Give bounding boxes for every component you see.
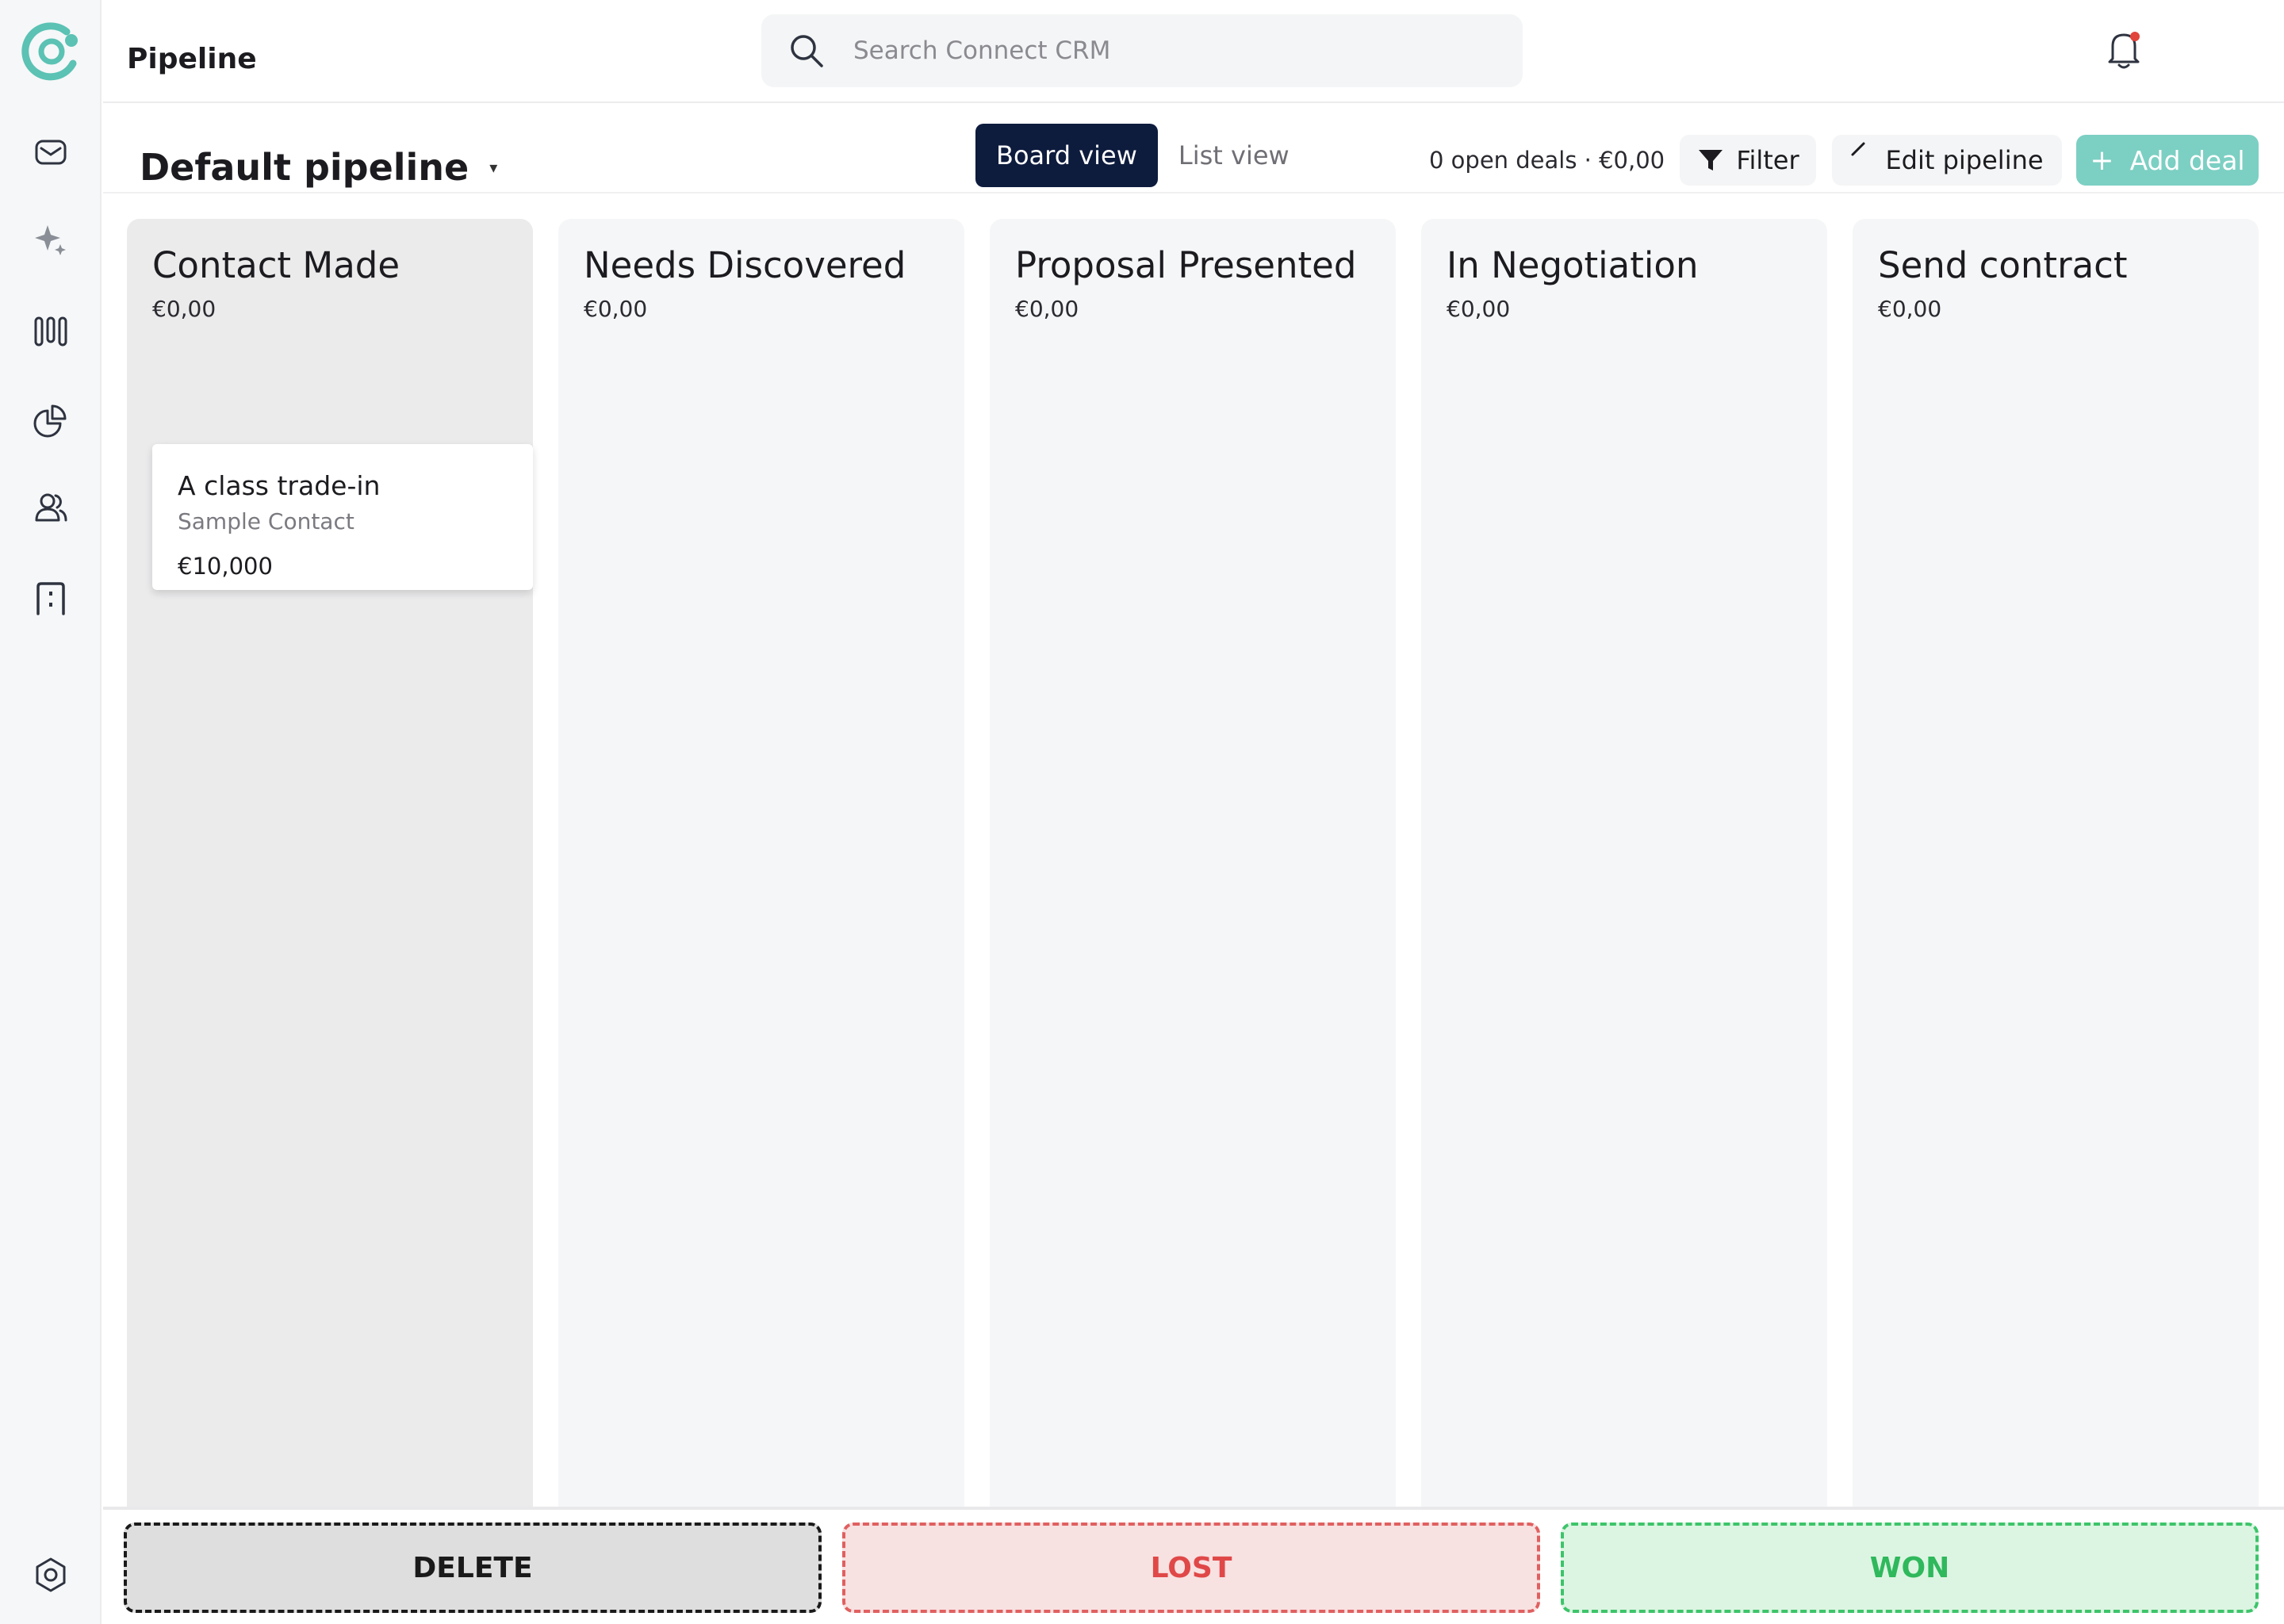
stage-title: In Negotiation <box>1447 244 1699 286</box>
stage-column-contact-made[interactable]: Contact Made €0,00 A class trade-in Samp… <box>127 219 533 1519</box>
page-title: Pipeline <box>127 43 257 75</box>
stage-column-needs-discovered[interactable]: Needs Discovered €0,00 <box>558 219 964 1519</box>
stage-amount: €0,00 <box>1015 296 1079 322</box>
deal-card[interactable]: A class trade-in Sample Contact €10,000 <box>152 444 533 590</box>
filter-label: Filter <box>1736 145 1799 175</box>
add-deal-button[interactable]: + Add deal <box>2076 135 2259 186</box>
search-input[interactable] <box>853 36 1488 65</box>
stage-amount: €0,00 <box>1878 296 1942 322</box>
add-deal-label: Add deal <box>2129 144 2245 176</box>
open-deals-summary: 0 open deals · €0,00 <box>1429 147 1665 174</box>
caret-down-icon: ▾ <box>489 158 498 177</box>
search-icon <box>791 35 823 67</box>
won-drop-zone[interactable]: WON <box>1561 1522 2259 1613</box>
stage-amount: €0,00 <box>1447 296 1511 322</box>
contacts-icon[interactable] <box>27 484 75 531</box>
stage-column-send-contract[interactable]: Send contract €0,00 <box>1853 219 2259 1519</box>
app-logo[interactable] <box>19 19 84 84</box>
plus-icon: + <box>2090 144 2114 177</box>
reports-icon[interactable] <box>27 396 75 444</box>
stage-column-proposal-presented[interactable]: Proposal Presented €0,00 <box>990 219 1396 1519</box>
pipeline-selector[interactable]: Default pipeline ▾ <box>140 141 497 193</box>
deal-name: A class trade-in <box>178 470 381 501</box>
deal-contact: Sample Contact <box>178 508 354 534</box>
stage-title: Proposal Presented <box>1015 244 1357 286</box>
stage-title: Contact Made <box>152 244 400 286</box>
pipeline-name: Default pipeline <box>140 146 469 189</box>
search-box[interactable] <box>761 14 1523 87</box>
board-view-button[interactable]: Board view <box>975 124 1158 187</box>
company-icon[interactable] <box>27 574 75 622</box>
view-toggle: Board view List view <box>975 124 1310 187</box>
drop-zone-bar: DELETE LOST WON <box>103 1507 2284 1624</box>
notification-bell-icon[interactable] <box>2098 24 2149 75</box>
stage-amount: €0,00 <box>152 296 217 322</box>
sidebar <box>0 0 102 1624</box>
edit-pipeline-button[interactable]: Edit pipeline <box>1832 135 2062 186</box>
filter-icon <box>1699 150 1723 170</box>
pencil-icon <box>1851 142 1865 156</box>
pipeline-icon[interactable] <box>27 308 75 355</box>
stage-title: Send contract <box>1878 244 2128 286</box>
delete-drop-zone[interactable]: DELETE <box>124 1522 822 1613</box>
settings-icon[interactable] <box>27 1551 75 1599</box>
filter-button[interactable]: Filter <box>1680 135 1816 186</box>
list-view-button[interactable]: List view <box>1178 140 1290 170</box>
deal-value: €10,000 <box>178 553 273 580</box>
sparkle-icon[interactable] <box>27 216 75 263</box>
stage-title: Needs Discovered <box>584 244 906 286</box>
divider <box>103 192 2284 193</box>
lost-drop-zone[interactable]: LOST <box>842 1522 1540 1613</box>
stage-amount: €0,00 <box>584 296 648 322</box>
edit-pipeline-label: Edit pipeline <box>1885 145 2044 175</box>
stage-column-in-negotiation[interactable]: In Negotiation €0,00 <box>1421 219 1827 1519</box>
mail-icon[interactable] <box>27 128 75 176</box>
top-bar: Pipeline <box>103 0 2284 103</box>
